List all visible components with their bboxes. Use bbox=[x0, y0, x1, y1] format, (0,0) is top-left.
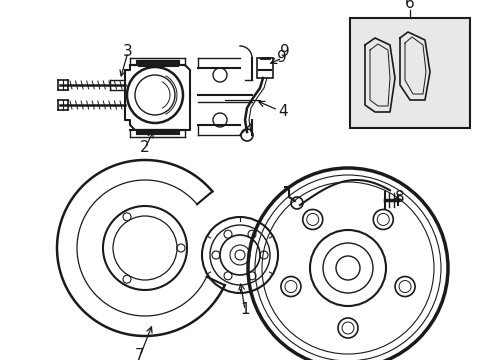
Text: 2: 2 bbox=[140, 140, 149, 156]
Text: 8: 8 bbox=[394, 190, 404, 206]
Text: 1: 1 bbox=[240, 302, 249, 318]
Text: 9: 9 bbox=[277, 50, 286, 66]
Text: 4: 4 bbox=[278, 104, 287, 120]
Bar bbox=[257, 58, 272, 78]
Bar bbox=[349, 18, 469, 128]
Text: 9: 9 bbox=[280, 45, 289, 59]
Text: 3: 3 bbox=[123, 45, 133, 59]
Text: 7: 7 bbox=[135, 348, 144, 360]
Text: 6: 6 bbox=[404, 0, 414, 12]
